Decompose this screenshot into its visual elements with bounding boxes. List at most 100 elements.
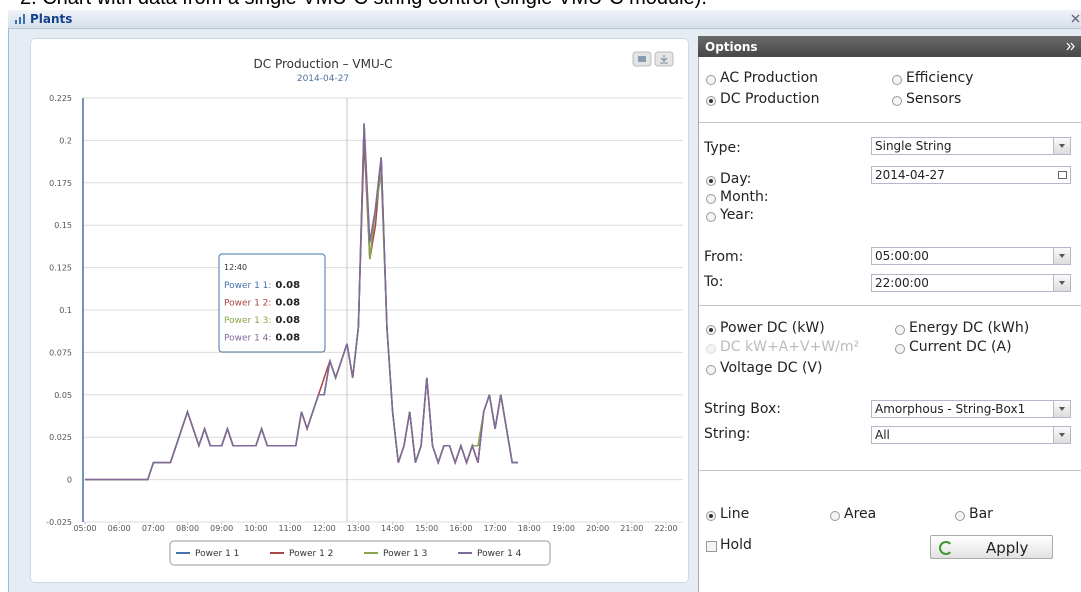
x-tick-label: 14:00	[381, 524, 404, 533]
radio[interactable]: Power DC (kW)	[706, 320, 825, 336]
radio[interactable]: Current DC (A)	[895, 339, 1012, 355]
y-tick-label: 0.075	[49, 348, 72, 357]
tooltip-label: Power 1 3:	[224, 316, 271, 326]
collapse-button[interactable]	[1066, 42, 1076, 51]
x-tick-label: 07:00	[142, 524, 165, 533]
tooltip-value: 0.08	[275, 298, 300, 309]
field-label: From:	[704, 249, 744, 265]
radio[interactable]: Area	[830, 506, 876, 522]
x-tick-label: 13:00	[347, 524, 370, 533]
field-label: String:	[704, 426, 751, 442]
y-tick-label: 0.1	[59, 306, 72, 315]
radio[interactable]: Sensors	[892, 91, 961, 107]
options-panel	[698, 36, 1081, 592]
x-tick-label: 18:00	[518, 524, 541, 533]
options-header: Options	[698, 36, 1081, 57]
separator	[699, 122, 1081, 123]
x-tick-label: 08:00	[176, 524, 199, 533]
tooltip-row: Power 1 1: 0.08	[224, 280, 300, 291]
radio: DC kW+A+V+W/m²	[706, 339, 859, 355]
select-value: 05:00:00	[875, 249, 929, 263]
select-value: 22:00:00	[875, 276, 929, 290]
select[interactable]: All	[871, 426, 1071, 444]
x-tick-label: 11:00	[279, 524, 302, 533]
close-button[interactable]	[1071, 14, 1080, 23]
window-title: Plants	[30, 12, 73, 26]
y-tick-label: 0.2	[59, 136, 72, 145]
legend-label: Power 1 4	[477, 549, 522, 559]
x-tick-label: 12:00	[313, 524, 336, 533]
radio[interactable]: Efficiency	[892, 70, 973, 86]
separator	[699, 305, 1081, 306]
separator	[699, 470, 1081, 471]
radio[interactable]: Line	[706, 506, 749, 522]
select[interactable]: Single String	[871, 137, 1071, 155]
x-tick-label: 17:00	[484, 524, 507, 533]
tooltip-row: Power 1 2: 0.08	[224, 298, 300, 309]
radio[interactable]: Year:	[706, 207, 754, 223]
radio[interactable]: DC Production	[706, 91, 820, 107]
legend-label: Power 1 1	[195, 549, 239, 559]
field-label: String Box:	[704, 401, 781, 417]
apply-label: Apply	[986, 539, 1029, 557]
y-tick-label: 0.025	[49, 433, 72, 442]
legend-box	[169, 540, 551, 566]
select[interactable]: 05:00:00	[871, 247, 1071, 265]
tooltip-x: 12:40	[224, 263, 247, 272]
tooltip-row: Power 1 4: 0.08	[224, 333, 300, 344]
y-tick-label: 0.125	[49, 264, 72, 273]
date-field[interactable]: 2014-04-27	[871, 166, 1071, 184]
caption: 2. Chart with data from a single VMU-C s…	[20, 0, 707, 10]
radio[interactable]: Energy DC (kWh)	[895, 320, 1029, 336]
select-value: Amorphous - String-Box1	[875, 402, 1026, 416]
y-tick-label: 0.05	[54, 391, 72, 400]
legend-label: Power 1 2	[289, 549, 333, 559]
print-icon	[638, 56, 646, 62]
tooltip-value: 0.08	[275, 280, 300, 291]
date-value: 2014-04-27	[875, 168, 945, 182]
radio[interactable]: Bar	[955, 506, 993, 522]
chart-title: DC Production – VMU-C	[254, 57, 393, 71]
select[interactable]: Amorphous - String-Box1	[871, 400, 1071, 418]
select[interactable]: 22:00:00	[871, 274, 1071, 292]
x-tick-label: 05:00	[73, 524, 96, 533]
radio[interactable]: Month:	[706, 189, 769, 205]
radio[interactable]: Day:	[706, 171, 751, 187]
y-tick-label: 0.15	[54, 221, 72, 230]
select-value: All	[875, 428, 890, 442]
window-bar	[8, 10, 1081, 29]
y-tick-label: 0	[67, 476, 72, 485]
tooltip-row: Power 1 3: 0.08	[224, 315, 300, 326]
x-tick-label: 19:00	[552, 524, 575, 533]
checkbox[interactable]: Hold	[706, 537, 752, 553]
x-tick-label: 15:00	[415, 524, 438, 533]
x-tick-label: 21:00	[620, 524, 643, 533]
y-tick-label: 0.175	[49, 179, 72, 188]
tooltip-value: 0.08	[275, 333, 300, 344]
chart: DC Production – VMU-C 2014-04-27 -0.0250…	[46, 51, 683, 566]
tooltip-value: 0.08	[275, 315, 300, 326]
apply-button[interactable]: Apply	[930, 535, 1053, 559]
x-tick-label: 09:00	[210, 524, 233, 533]
series-line	[85, 123, 518, 481]
export-icon	[660, 55, 668, 64]
tooltip-label: Power 1 2:	[224, 299, 271, 309]
x-tick-label: 06:00	[108, 524, 131, 533]
x-tick-label: 20:00	[586, 524, 609, 533]
chart-subtitle: 2014-04-27	[297, 74, 349, 84]
x-tick-label: 22:00	[654, 524, 677, 533]
radio[interactable]: Voltage DC (V)	[706, 360, 822, 376]
select-value: Single String	[875, 139, 952, 153]
legend-label: Power 1 3	[383, 549, 427, 559]
window-icon	[15, 14, 25, 24]
field-label: Type:	[704, 140, 741, 156]
y-tick-label: -0.025	[46, 518, 72, 527]
y-tick-label: 0.225	[49, 94, 72, 103]
field-label: To:	[704, 274, 724, 290]
tooltip-box	[218, 253, 326, 353]
radio[interactable]: AC Production	[706, 70, 818, 86]
x-tick-label: 10:00	[244, 524, 267, 533]
x-tick-label: 16:00	[449, 524, 472, 533]
options-title: Options	[705, 40, 758, 54]
